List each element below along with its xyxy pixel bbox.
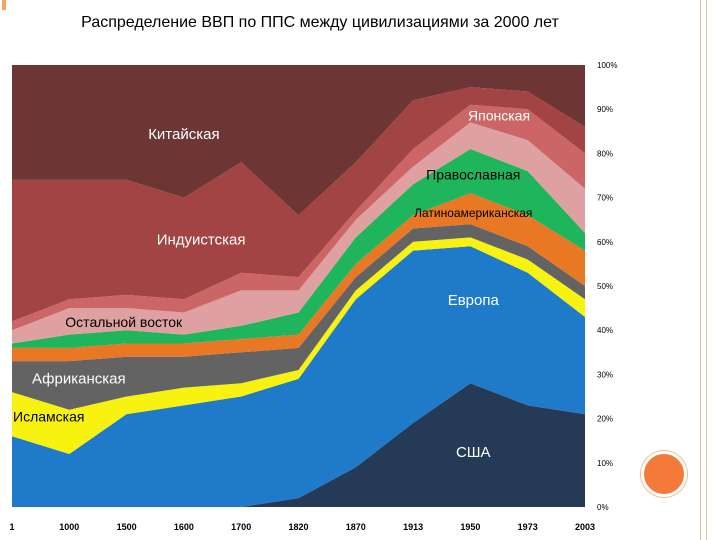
x-tick-label-1: 1 [9,522,14,532]
x-tick-label-1820: 1820 [288,522,308,532]
y-tick-label-20pct: 20% [597,415,613,424]
series-label-9: Индуистская [157,231,246,248]
slide-frame-border-right [700,0,720,540]
series-label-6: Православная [426,166,520,182]
y-tick-label-90pct: 90% [597,105,613,114]
series-label-10: Китайская [148,126,219,143]
area-series-6 [12,148,585,348]
x-tick-label-1870: 1870 [346,522,366,532]
y-tick-label-70pct: 70% [597,194,613,203]
y-tick-label-10pct: 10% [597,459,613,468]
series-label-4: Африканская [32,370,126,387]
frame-line-inner [700,0,701,540]
x-tick-label-1500: 1500 [117,522,137,532]
frame-line-outer [706,0,707,540]
area-series-1 [12,383,585,507]
y-tick-label-100pct: 100% [597,61,617,70]
area-series-3 [12,237,585,454]
area-series-8 [12,104,585,331]
series-label-7: Остальной восток [65,314,183,330]
x-tick-label-1950: 1950 [460,522,480,532]
area-series-4 [12,224,585,410]
area-series-10 [12,65,585,216]
y-tick-label-50pct: 50% [597,282,613,291]
series-label-2: Европа [448,292,500,309]
area-series-2 [12,246,585,507]
area-series-7 [12,122,585,344]
y-tick-label-60pct: 60% [597,238,613,247]
area-series-9 [12,87,585,322]
y-tick-label-40pct: 40% [597,326,613,335]
x-tick-label-1000: 1000 [59,522,79,532]
page-title: Распределение ВВП по ППС между цивилизац… [81,14,559,31]
series-label-3: Исламская [13,408,84,424]
x-tick-label-1700: 1700 [231,522,251,532]
slide-frame-accent-left [2,0,6,10]
x-tick-label-2003: 2003 [575,522,595,532]
series-label-8: Японская [468,107,530,123]
x-tick-label-1600: 1600 [174,522,194,532]
series-label-1: США [456,444,491,461]
x-tick-label-1913: 1913 [403,522,423,532]
y-tick-label-30pct: 30% [597,370,613,379]
y-tick-label-0pct: 0% [597,503,609,512]
decorative-circle [641,451,687,497]
x-tick-label-1973: 1973 [518,522,538,532]
series-label-5: Латиноамериканская [414,206,532,220]
y-tick-label-80pct: 80% [597,149,613,158]
